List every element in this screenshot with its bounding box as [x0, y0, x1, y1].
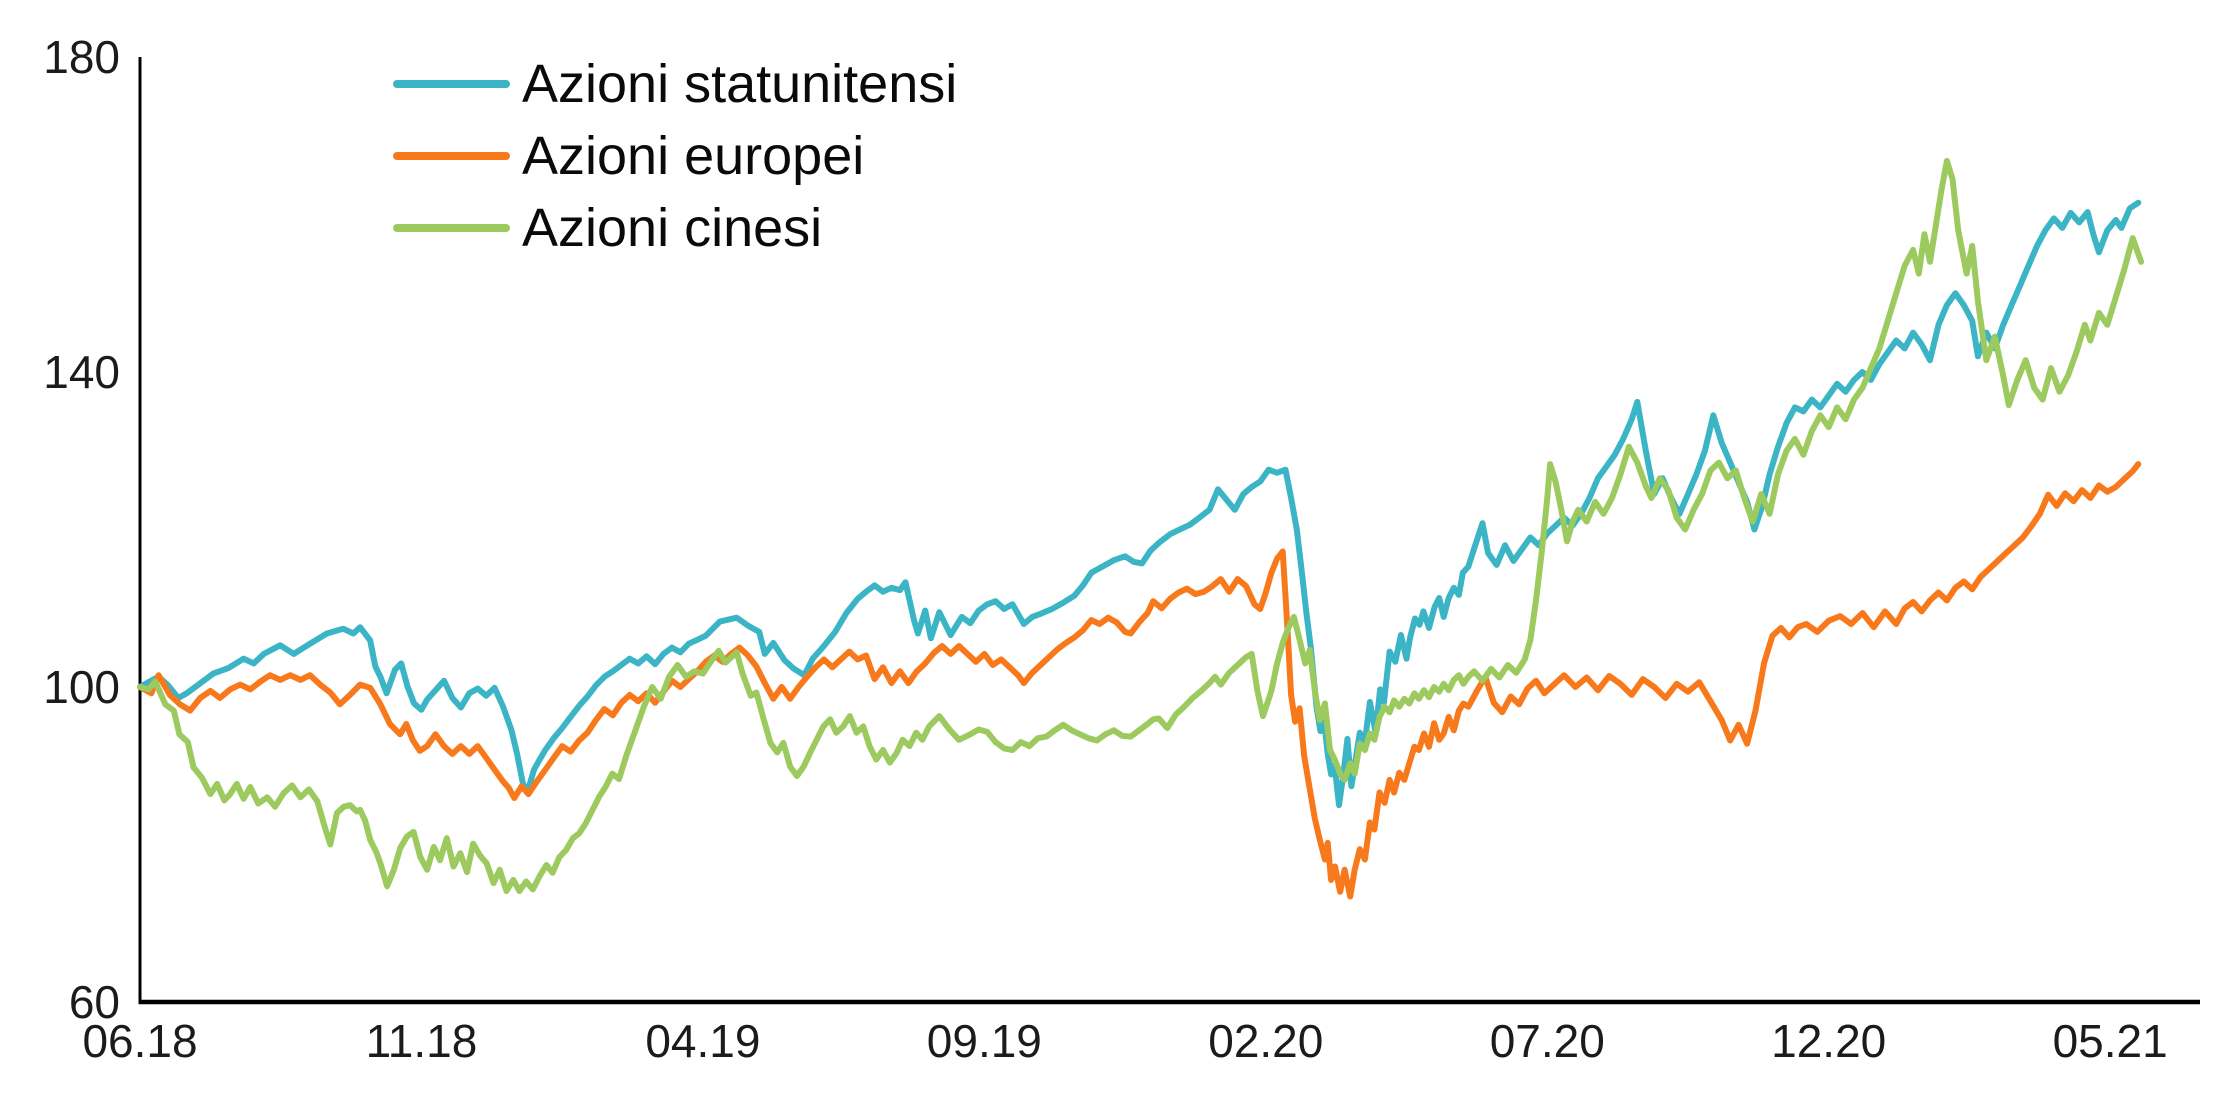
x-axis-tick-label: 04.19	[645, 1015, 761, 1067]
x-axis-tick-label: 05.21	[2052, 1015, 2168, 1067]
x-axis-tick-label: 12.20	[1771, 1015, 1887, 1067]
y-axis-tick-label: 60	[68, 976, 120, 1028]
legend-label-europe: Azioni europei	[522, 126, 865, 186]
series-line-0-azioni-statunitensi	[137, 199, 2142, 809]
legend-item-us: Azioni statunitensi	[393, 48, 957, 120]
x-axis-tick-label: 07.20	[1489, 1015, 1605, 1067]
series-line-2-azioni-cinesi	[137, 157, 2145, 894]
legend-item-china: Azioni cinesi	[393, 192, 957, 264]
x-axis-tick-label: 06.18	[82, 1015, 198, 1067]
x-axis-tick-label: 09.19	[926, 1015, 1042, 1067]
legend-line-swatch-china-icon	[393, 224, 510, 232]
legend-label-us: Azioni statunitensi	[522, 54, 958, 114]
legend-line-swatch-us-icon	[393, 80, 510, 88]
y-axis-tick-label: 140	[43, 346, 120, 398]
series-line-1-azioni-europei	[137, 461, 2142, 900]
y-axis-tick-label: 180	[43, 31, 120, 83]
x-axis-tick-label: 02.20	[1208, 1015, 1324, 1067]
y-axis-tick-label: 100	[43, 661, 120, 713]
legend-item-europe: Azioni europei	[393, 120, 957, 192]
chart-legend: Azioni statunitensi Azioni europei Azion…	[393, 48, 957, 264]
legend-label-china: Azioni cinesi	[522, 198, 823, 258]
x-axis-tick-label: 11.18	[365, 1015, 478, 1067]
legend-line-swatch-europe-icon	[393, 152, 510, 160]
